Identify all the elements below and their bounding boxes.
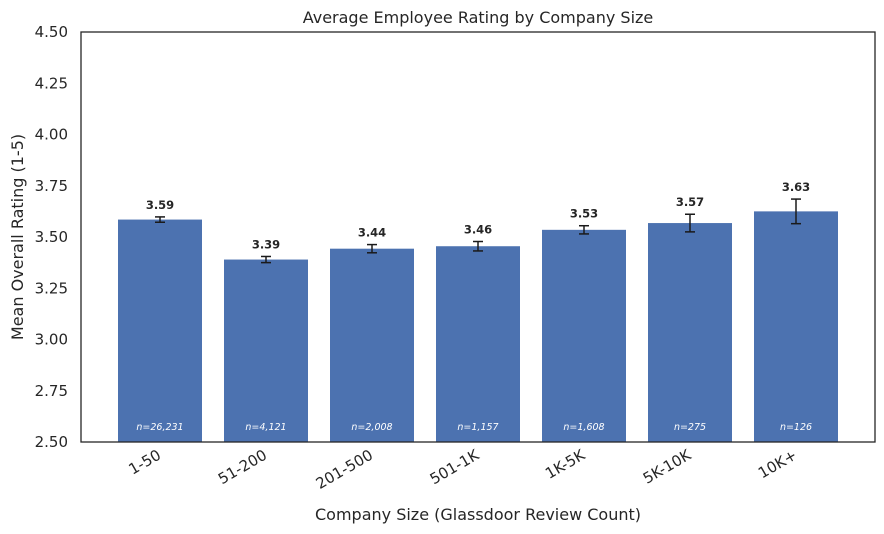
sample-size-label: n=126: [780, 422, 812, 433]
bar: [754, 211, 838, 442]
bar: [436, 246, 520, 442]
error-bar: [155, 216, 165, 223]
y-tick-label: 3.50: [35, 228, 68, 246]
error-bars-layer: [155, 198, 801, 264]
x-axis-ticks: 1-50 51-200 201-500 501-1K 1K-5K 5K-10K 10K+: [126, 445, 800, 493]
value-label: 3.44: [358, 226, 386, 240]
sample-size-label: n=1,608: [563, 422, 604, 433]
y-tick-label: 3.00: [35, 331, 68, 349]
value-label: 3.63: [782, 180, 810, 194]
x-tick-label: 10K+: [755, 446, 800, 482]
sample-size-label: n=4,121: [245, 422, 286, 433]
error-bar: [261, 255, 271, 264]
bar: [648, 223, 732, 442]
y-axis-ticks: 2.50 2.75 3.00 3.25 3.50 3.75 4.00 4.25 4.50: [35, 23, 68, 451]
x-tick-label: 5K-10K: [640, 445, 695, 487]
bar: [542, 229, 626, 442]
value-label: 3.57: [676, 195, 704, 209]
x-tick-label: 1K-5K: [542, 445, 589, 482]
chart-title: Average Employee Rating by Company Size: [303, 8, 654, 27]
labels-layer: 3.59 n=26,231 3.39 n=4,121 3.44 n=2,008 3.46 n=…: [136, 180, 812, 433]
error-bar: [791, 198, 801, 225]
y-tick-label: 3.25: [35, 279, 68, 297]
x-axis-label: Company Size (Glassdoor Review Count): [315, 505, 641, 524]
y-tick-label: 4.00: [35, 126, 68, 144]
sample-size-label: n=26,231: [136, 422, 183, 433]
value-label: 3.39: [252, 237, 280, 251]
value-label: 3.59: [146, 198, 174, 212]
bars-layer: [118, 211, 838, 442]
error-bar: [367, 243, 377, 254]
error-bar: [579, 224, 589, 235]
value-label: 3.53: [570, 207, 598, 221]
y-tick-label: 4.25: [35, 74, 68, 92]
y-tick-label: 3.75: [35, 177, 68, 195]
x-tick-label: 201-500: [313, 446, 376, 493]
error-bar: [473, 240, 483, 252]
error-bar: [685, 213, 695, 233]
x-tick-label: 501-1K: [427, 445, 483, 488]
y-axis-label: Mean Overall Rating (1-5): [8, 134, 27, 340]
y-tick-label: 2.50: [35, 433, 68, 451]
sample-size-label: n=1,157: [457, 422, 498, 433]
sample-size-label: n=2,008: [351, 422, 392, 433]
x-tick-label: 51-200: [215, 446, 270, 488]
x-tick-label: 1-50: [126, 446, 164, 479]
value-label: 3.46: [464, 223, 492, 237]
bar: [118, 219, 202, 442]
sample-size-label: n=275: [674, 422, 706, 433]
bar: [330, 248, 414, 442]
bar: [224, 259, 308, 442]
plot-frame: [80, 31, 876, 443]
y-tick-label: 4.50: [35, 23, 68, 41]
y-tick-label: 2.75: [35, 382, 68, 400]
